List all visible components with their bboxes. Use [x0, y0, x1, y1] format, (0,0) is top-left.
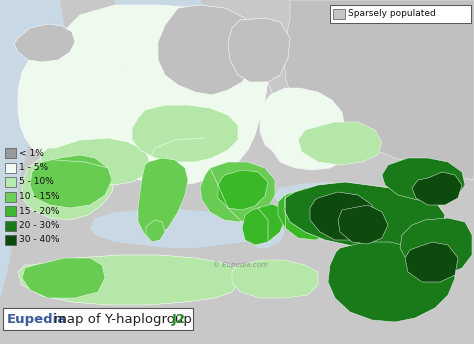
Bar: [5, 148, 16, 158]
Polygon shape: [0, 0, 65, 344]
Polygon shape: [400, 218, 472, 275]
Bar: [5, 162, 16, 172]
Bar: [333, 9, 345, 19]
Text: Eupedia: Eupedia: [7, 312, 67, 325]
Text: < 1%: < 1%: [19, 149, 44, 158]
Polygon shape: [310, 192, 375, 240]
Polygon shape: [200, 162, 275, 222]
Polygon shape: [115, 0, 220, 75]
Bar: [5, 221, 16, 230]
Text: map of Y-haplogroup: map of Y-haplogroup: [54, 312, 192, 325]
Bar: [5, 206, 16, 216]
Polygon shape: [248, 220, 285, 248]
Text: © Eupedia.com: © Eupedia.com: [212, 262, 267, 268]
Text: Sparsely populated: Sparsely populated: [348, 10, 436, 19]
Bar: [5, 235, 16, 245]
Text: 10 - 15%: 10 - 15%: [19, 192, 60, 201]
Polygon shape: [242, 204, 285, 245]
Polygon shape: [228, 18, 290, 82]
Polygon shape: [158, 5, 258, 95]
Polygon shape: [274, 182, 376, 214]
Polygon shape: [146, 220, 165, 242]
Text: 5 - 10%: 5 - 10%: [19, 178, 54, 186]
Polygon shape: [405, 242, 458, 282]
Polygon shape: [86, 60, 122, 95]
Bar: [5, 192, 16, 202]
Polygon shape: [284, 182, 445, 248]
Polygon shape: [338, 205, 388, 244]
Polygon shape: [260, 88, 345, 160]
Polygon shape: [22, 150, 115, 220]
Polygon shape: [18, 5, 268, 185]
Polygon shape: [40, 138, 150, 185]
Polygon shape: [272, 122, 352, 170]
Text: 15 - 20%: 15 - 20%: [19, 206, 60, 215]
Polygon shape: [298, 122, 382, 165]
Polygon shape: [284, 0, 474, 180]
Text: 1 - 5%: 1 - 5%: [19, 163, 48, 172]
Polygon shape: [382, 158, 465, 200]
Polygon shape: [138, 158, 188, 238]
Polygon shape: [218, 170, 268, 210]
Polygon shape: [30, 155, 112, 208]
Polygon shape: [278, 188, 345, 240]
Text: 30 - 40%: 30 - 40%: [19, 236, 60, 245]
Polygon shape: [132, 105, 238, 162]
Bar: [5, 177, 16, 187]
Polygon shape: [90, 208, 258, 248]
Text: 20 - 30%: 20 - 30%: [19, 221, 60, 230]
Polygon shape: [22, 258, 105, 298]
FancyBboxPatch shape: [3, 308, 193, 330]
FancyBboxPatch shape: [330, 5, 471, 23]
Polygon shape: [195, 25, 260, 70]
Polygon shape: [18, 255, 240, 305]
Polygon shape: [412, 172, 462, 205]
Polygon shape: [328, 242, 455, 322]
Polygon shape: [232, 260, 318, 298]
Polygon shape: [75, 78, 90, 96]
Polygon shape: [14, 24, 75, 62]
Text: J2: J2: [172, 312, 186, 325]
Polygon shape: [394, 162, 420, 202]
